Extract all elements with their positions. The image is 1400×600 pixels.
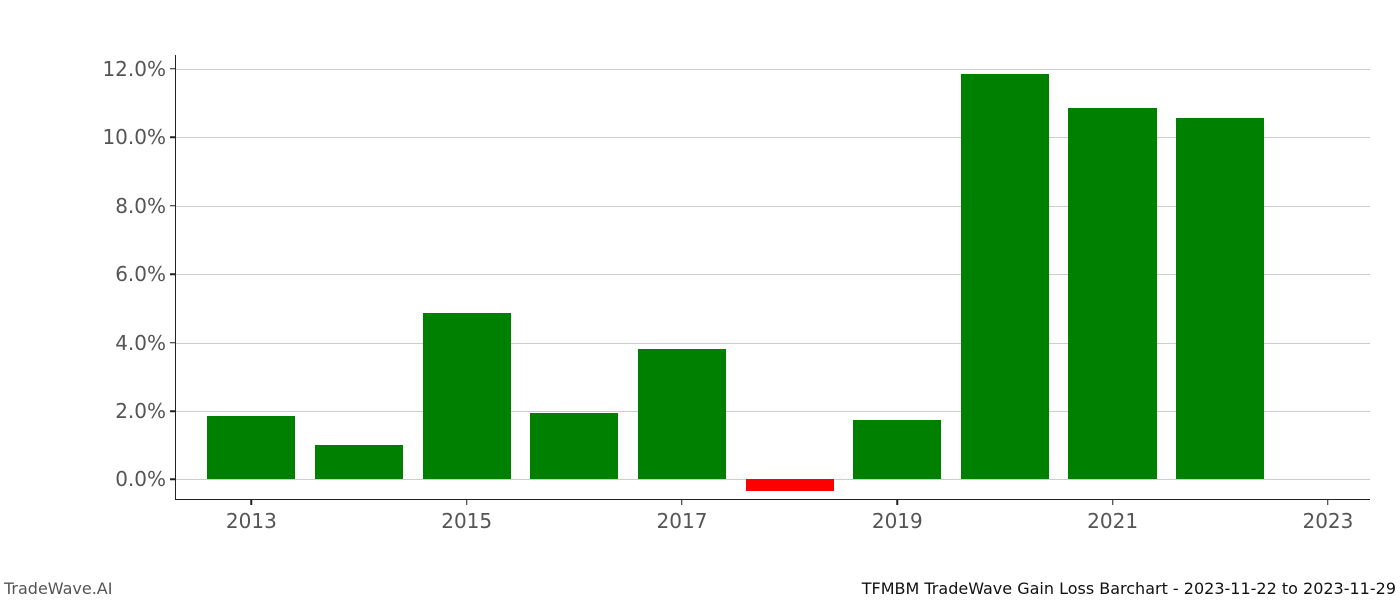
xtick-label: 2019 [872, 499, 923, 533]
ytick-label: 12.0% [102, 57, 176, 81]
bar-2022 [1176, 118, 1264, 479]
ytick-label: 2.0% [115, 399, 176, 423]
footer-left-branding: TradeWave.AI [0, 577, 116, 600]
bar-2013 [207, 416, 295, 479]
ytick-label: 8.0% [115, 194, 176, 218]
bar-2021 [1068, 108, 1156, 479]
bar-2014 [315, 445, 403, 479]
bar-2019 [853, 420, 941, 480]
ytick-label: 4.0% [115, 331, 176, 355]
xtick-label: 2017 [657, 499, 708, 533]
footer-right-caption: TFMBM TradeWave Gain Loss Barchart - 202… [858, 577, 1400, 600]
ytick-label: 10.0% [102, 125, 176, 149]
bar-2017 [638, 349, 726, 479]
bar-2015 [423, 313, 511, 479]
bar-2018 [746, 479, 834, 491]
xtick-label: 2015 [441, 499, 492, 533]
ytick-label: 6.0% [115, 262, 176, 286]
xtick-label: 2023 [1302, 499, 1353, 533]
bar-2020 [961, 74, 1049, 480]
ytick-label: 0.0% [115, 467, 176, 491]
xtick-label: 2021 [1087, 499, 1138, 533]
chart-plot-area: 0.0%2.0%4.0%6.0%8.0%10.0%12.0%2013201520… [175, 55, 1370, 500]
bar-2016 [530, 413, 618, 480]
gridline-y [176, 69, 1370, 70]
xtick-label: 2013 [226, 499, 277, 533]
